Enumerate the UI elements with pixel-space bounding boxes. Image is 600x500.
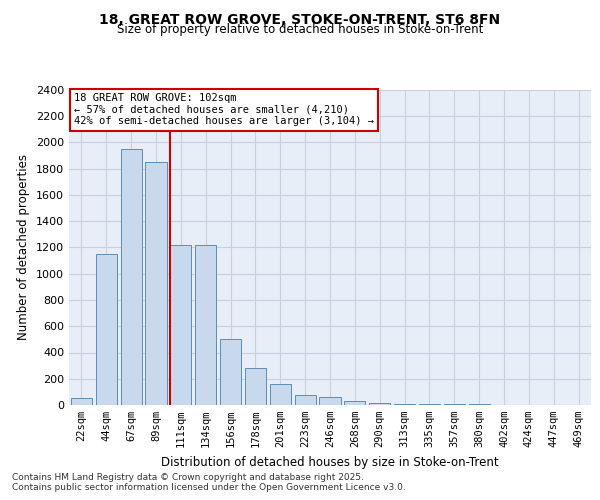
- Bar: [170, 245, 191, 405]
- Text: 18, GREAT ROW GROVE, STOKE-ON-TRENT, ST6 8FN: 18, GREAT ROW GROVE, STOKE-ON-TRENT, ST6…: [100, 12, 500, 26]
- Text: 18 GREAT ROW GROVE: 102sqm
← 57% of detached houses are smaller (4,210)
42% of s: 18 GREAT ROW GROVE: 102sqm ← 57% of deta…: [74, 93, 374, 126]
- Text: Size of property relative to detached houses in Stoke-on-Trent: Size of property relative to detached ho…: [117, 22, 483, 36]
- Bar: [220, 340, 241, 405]
- Bar: [469, 404, 490, 405]
- Text: Contains public sector information licensed under the Open Government Licence v3: Contains public sector information licen…: [12, 484, 406, 492]
- Bar: [319, 397, 341, 405]
- Bar: [369, 402, 390, 405]
- Bar: [71, 398, 92, 405]
- Bar: [121, 149, 142, 405]
- Bar: [394, 404, 415, 405]
- Bar: [96, 254, 117, 405]
- Bar: [270, 384, 291, 405]
- Text: Contains HM Land Registry data © Crown copyright and database right 2025.: Contains HM Land Registry data © Crown c…: [12, 474, 364, 482]
- Bar: [444, 404, 465, 405]
- Bar: [419, 404, 440, 405]
- X-axis label: Distribution of detached houses by size in Stoke-on-Trent: Distribution of detached houses by size …: [161, 456, 499, 468]
- Bar: [344, 401, 365, 405]
- Bar: [195, 245, 216, 405]
- Bar: [145, 162, 167, 405]
- Y-axis label: Number of detached properties: Number of detached properties: [17, 154, 31, 340]
- Bar: [245, 368, 266, 405]
- Bar: [295, 394, 316, 405]
